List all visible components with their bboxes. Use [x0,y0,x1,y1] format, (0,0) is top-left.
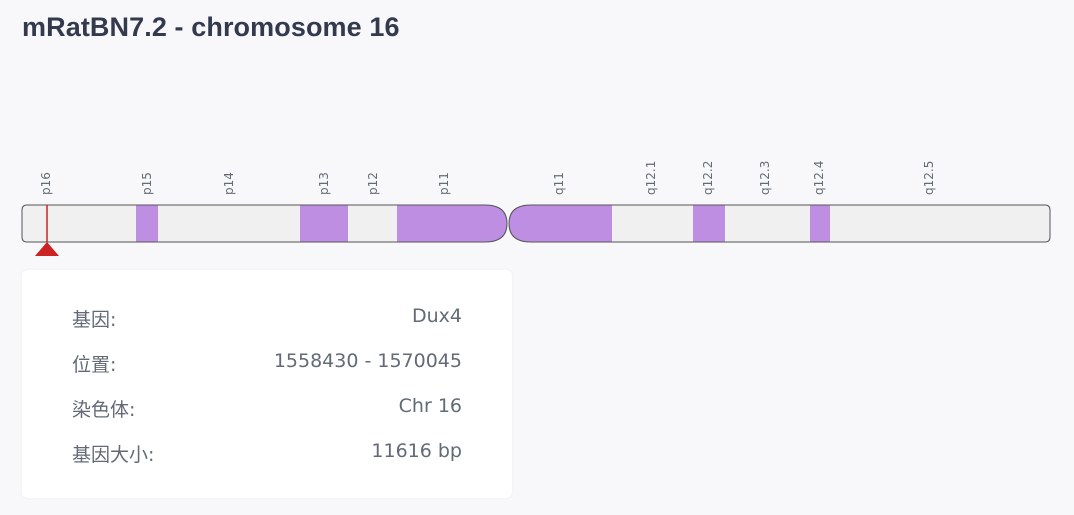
gene-value: Dux4 [411,305,462,327]
gene-info-card: 基因: Dux4 位置: 1558430 - 1570045 染色体: Chr … [22,270,512,498]
band-p15[interactable] [136,205,158,242]
band-label-q12-1: q12.1 [644,161,658,195]
gene-size-label: 基因大小: [72,444,155,466]
gene-size-value: 11616 bp [371,440,462,462]
page-title: mRatBN7.2 - chromosome 16 [22,12,400,42]
band-label-p13: p13 [317,172,331,195]
q-arm-outline [508,204,1051,243]
chromosome-value: Chr 16 [398,395,462,417]
band-p13[interactable] [300,205,348,242]
band-label-p11: p11 [437,172,451,195]
band-q12-3[interactable] [725,205,810,242]
band-label-p15: p15 [140,172,154,195]
band-label-q12-3: q12.3 [758,161,772,195]
band-label-p14: p14 [222,172,236,195]
q-arm [508,204,1051,243]
p-arm-outline [21,204,508,243]
gene-info-row-gene: 基因: Dux4 [72,305,462,333]
p-arm [21,204,509,243]
band-label-q12-4: q12.4 [812,161,826,195]
band-label-p12: p12 [366,172,380,195]
band-q12-1[interactable] [612,205,693,242]
position-label: 位置: [72,354,117,376]
gene-info-row-size: 基因大小: 11616 bp [72,440,462,468]
band-label-q12-5: q12.5 [922,161,936,195]
band-label-q11: q11 [552,172,566,195]
band-p16[interactable] [22,205,136,242]
band-p14[interactable] [158,205,300,242]
chromosome-label: 染色体: [72,399,136,421]
band-q11[interactable] [509,205,612,242]
gene-position-marker [35,205,59,256]
band-label-p16: p16 [39,172,53,195]
band-p12[interactable] [348,205,397,242]
chromosome-ideogram: p16 p15 p14 p13 p12 p11 q11 q12.1 q12.2 … [21,161,1051,256]
gene-label: 基因: [72,309,117,331]
band-q12-4[interactable] [810,205,830,242]
band-label-q12-2: q12.2 [701,161,715,195]
band-p11[interactable] [397,205,509,242]
band-q12-2[interactable] [693,205,725,242]
position-value: 1558430 - 1570045 [273,350,462,372]
gene-info-row-chromosome: 染色体: Chr 16 [72,395,462,423]
gene-position-triangle-icon [35,242,59,256]
band-q12-5[interactable] [830,205,1050,242]
gene-info-row-position: 位置: 1558430 - 1570045 [72,350,462,378]
